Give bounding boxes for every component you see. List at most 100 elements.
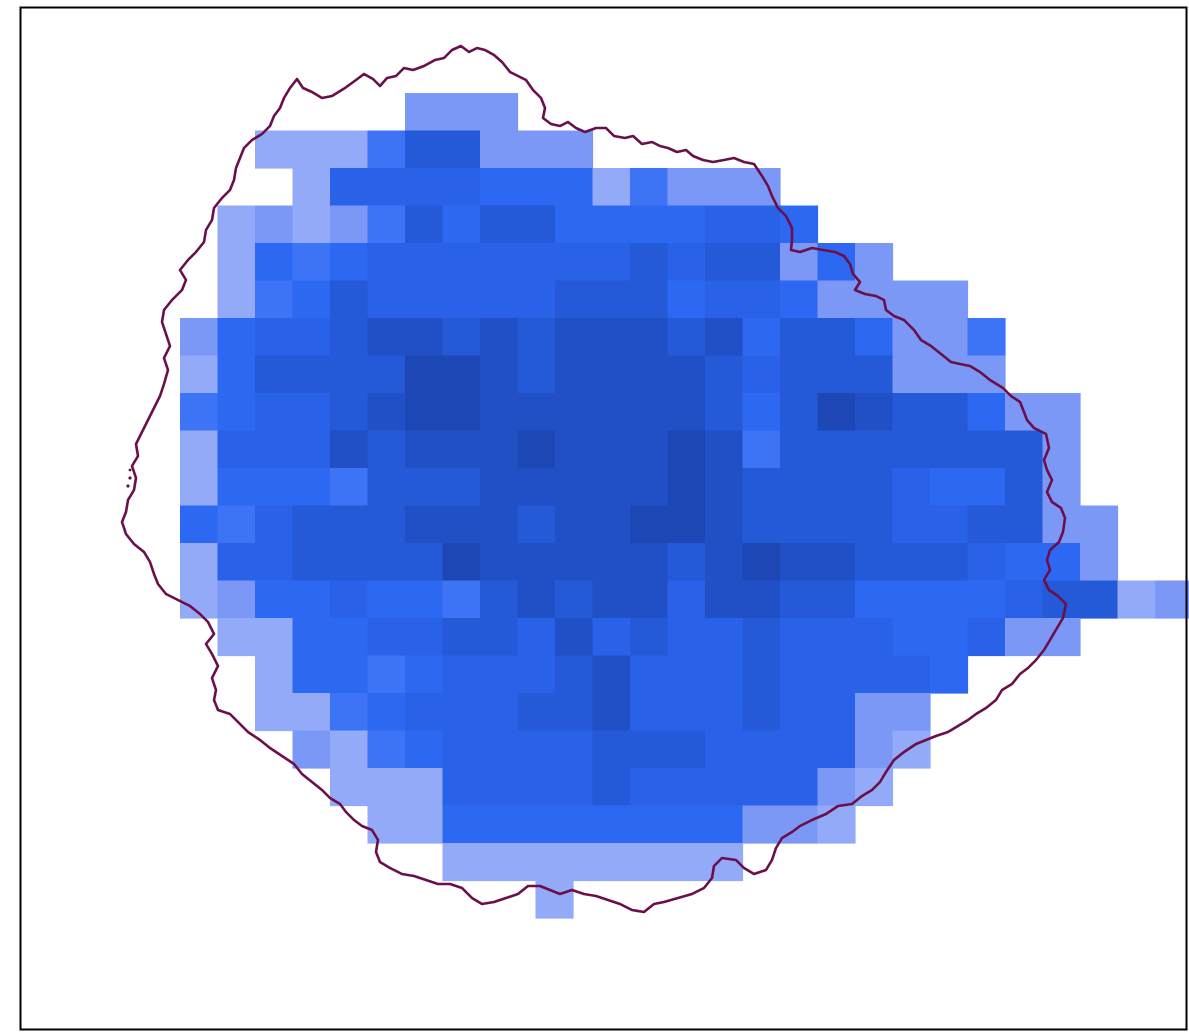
raster-cell	[292, 543, 331, 582]
raster-cell	[592, 655, 631, 694]
raster-cell	[967, 430, 1006, 469]
raster-cell	[817, 618, 856, 657]
raster-cell	[217, 618, 256, 657]
raster-cell	[667, 318, 706, 357]
raster-cell	[517, 543, 556, 582]
raster-cell	[892, 430, 931, 469]
raster-cell	[1080, 580, 1119, 619]
raster-cell	[292, 618, 331, 657]
raster-cell	[555, 280, 594, 319]
raster-cell	[367, 168, 406, 207]
raster-cell	[817, 580, 856, 619]
raster-cell	[855, 505, 894, 544]
raster-cell	[967, 468, 1006, 507]
raster-cell	[967, 543, 1006, 582]
raster-cell	[817, 430, 856, 469]
raster-cell	[480, 168, 519, 207]
raster-cell	[817, 693, 856, 732]
raster-cell	[780, 393, 819, 432]
raster-cell	[892, 280, 931, 319]
raster-cell	[405, 430, 444, 469]
raster-cell	[217, 393, 256, 432]
raster-cell	[255, 355, 294, 394]
raster-cell	[442, 430, 481, 469]
raster-cell	[442, 205, 481, 244]
raster-cell	[1005, 505, 1044, 544]
raster-cell	[517, 693, 556, 732]
raster-cell	[517, 505, 556, 544]
raster-cell	[780, 505, 819, 544]
raster-cell	[855, 393, 894, 432]
raster-cell	[405, 243, 444, 282]
raster-cell	[480, 355, 519, 394]
raster-cell	[330, 543, 369, 582]
raster-cell	[517, 168, 556, 207]
raster-cell	[217, 355, 256, 394]
raster-cell	[217, 430, 256, 469]
raster-cell	[292, 318, 331, 357]
raster-cell	[367, 543, 406, 582]
raster-cell	[780, 618, 819, 657]
raster-cell	[780, 430, 819, 469]
raster-cell	[742, 468, 781, 507]
raster-cell	[480, 393, 519, 432]
raster-cell	[405, 468, 444, 507]
raster-cell	[405, 768, 444, 807]
raster-cell	[555, 318, 594, 357]
raster-cell	[742, 505, 781, 544]
raster-cell	[742, 355, 781, 394]
raster-cell	[667, 843, 706, 882]
raster-cell	[817, 543, 856, 582]
raster-cell	[480, 768, 519, 807]
raster-cell	[480, 130, 519, 169]
raster-cell	[855, 243, 894, 282]
raster-cell	[930, 618, 969, 657]
raster-cell	[592, 168, 631, 207]
raster-cell	[480, 618, 519, 657]
raster-cell	[367, 468, 406, 507]
raster-cell	[630, 505, 669, 544]
raster-cell	[817, 280, 856, 319]
raster-cell	[780, 580, 819, 619]
raster-cell	[442, 280, 481, 319]
raster-cell	[592, 243, 631, 282]
island-coastline	[120, 44, 1068, 914]
raster-cell	[330, 130, 369, 169]
raster-cell	[442, 805, 481, 844]
raster-cell	[480, 655, 519, 694]
raster-cell	[292, 355, 331, 394]
raster-cell	[855, 693, 894, 732]
raster-cell	[705, 693, 744, 732]
raster-cell	[180, 543, 219, 582]
raster-cell	[480, 730, 519, 769]
raster-cell	[630, 843, 669, 882]
raster-cell	[255, 468, 294, 507]
raster-cell	[405, 318, 444, 357]
raster-cell	[255, 430, 294, 469]
raster-cell	[330, 430, 369, 469]
raster-cell	[555, 730, 594, 769]
raster-cell	[442, 505, 481, 544]
raster-cell	[742, 318, 781, 357]
raster-cell	[780, 805, 819, 844]
raster-cell	[555, 768, 594, 807]
raster-cell	[405, 805, 444, 844]
raster-cell	[967, 393, 1006, 432]
raster-cell	[1042, 618, 1081, 657]
raster-cell	[780, 655, 819, 694]
raster-cell	[405, 168, 444, 207]
raster-cell	[817, 655, 856, 694]
raster-cell	[1005, 543, 1044, 582]
raster-cell	[742, 543, 781, 582]
raster-cell	[517, 430, 556, 469]
raster-cell	[255, 318, 294, 357]
raster-cell	[255, 655, 294, 694]
raster-cell	[892, 543, 931, 582]
raster-cell	[255, 693, 294, 732]
raster-cell	[817, 355, 856, 394]
raster-cell	[892, 730, 931, 769]
raster-cell	[855, 468, 894, 507]
raster-cell	[930, 543, 969, 582]
raster-cell	[442, 693, 481, 732]
